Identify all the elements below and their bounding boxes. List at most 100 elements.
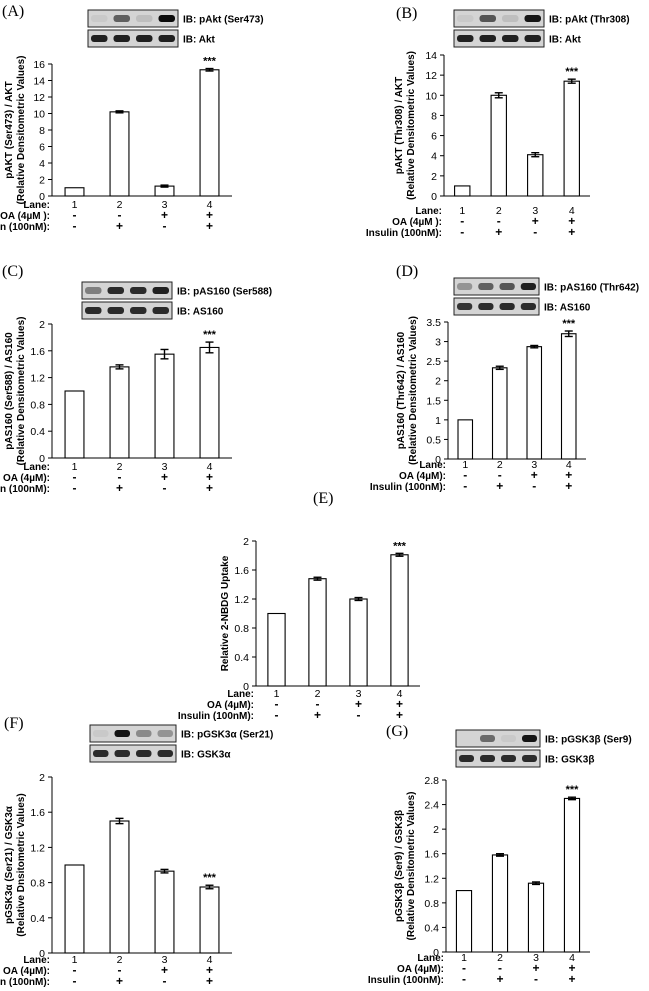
lane-number: 1 bbox=[72, 461, 78, 473]
treatment-sign: - bbox=[532, 479, 536, 493]
treatment-sign: + bbox=[116, 481, 123, 495]
blot-band bbox=[157, 750, 173, 757]
blot-band bbox=[499, 303, 515, 310]
bar bbox=[109, 366, 130, 459]
y-tick-label: 0.8 bbox=[234, 623, 249, 635]
bar bbox=[490, 94, 507, 197]
lane-number: 1 bbox=[459, 205, 465, 217]
lane-number: 1 bbox=[72, 199, 78, 211]
significance-marker: *** bbox=[393, 540, 407, 552]
blot-band bbox=[457, 303, 473, 310]
bar bbox=[349, 598, 368, 687]
y-tick-label: 3.5 bbox=[426, 317, 441, 329]
error-bar bbox=[115, 817, 124, 825]
treatment-sign: - bbox=[73, 219, 77, 233]
condition-row-label: Insulin (100nM): bbox=[0, 977, 50, 988]
treatment-sign: + bbox=[496, 972, 503, 986]
error-bar bbox=[160, 184, 169, 188]
condition-row-label: OA (4µM): bbox=[397, 964, 444, 975]
y-tick-label: 0.8 bbox=[424, 898, 439, 910]
blot-label: IB: GSK3α bbox=[181, 750, 231, 761]
error-bar bbox=[567, 78, 576, 84]
treatment-sign: + bbox=[532, 961, 539, 975]
blot-band bbox=[113, 35, 130, 42]
error-bar bbox=[564, 330, 573, 338]
blot-label: IB: pAS160 (Thr642) bbox=[544, 283, 639, 294]
y-tick-label: 0 bbox=[243, 681, 249, 693]
chart-panel-1: (B) IB: pAkt (Thr308)IB: Akt02468101214pA… bbox=[366, 5, 630, 239]
error-bar bbox=[494, 92, 503, 99]
blot-band bbox=[136, 35, 153, 42]
treatment-sign: + bbox=[161, 470, 168, 484]
condition-row-label: OA (4µM): bbox=[3, 966, 50, 977]
error-bar bbox=[115, 110, 124, 114]
western-blot-strip: IB: pGSK3α (Ser21) bbox=[89, 724, 273, 743]
error-bar bbox=[530, 344, 539, 349]
bar bbox=[154, 870, 175, 954]
blot-band bbox=[520, 283, 536, 290]
y-tick-label: 14 bbox=[33, 76, 45, 88]
y-tick-label: 1.2 bbox=[424, 873, 439, 885]
y-tick-label: 1.2 bbox=[234, 594, 249, 606]
blot-band bbox=[501, 755, 516, 762]
blot-label: IB: pAkt (Ser473) bbox=[183, 15, 264, 26]
y-tick-label: 4 bbox=[431, 151, 437, 163]
significance-marker: *** bbox=[203, 872, 217, 884]
error-bar bbox=[496, 853, 504, 857]
condition-row-label: Lane: bbox=[23, 955, 50, 966]
significance-marker: *** bbox=[203, 329, 217, 341]
blot-band bbox=[478, 303, 494, 310]
treatment-sign: - bbox=[460, 214, 464, 228]
bar bbox=[64, 864, 85, 954]
lane-number: 1 bbox=[462, 459, 468, 471]
y-axis-label: pGSK3β (Ser9) / GSK3β(Relative Densitome… bbox=[394, 792, 417, 941]
lane-number: 3 bbox=[531, 459, 537, 471]
y-tick-label: 0.4 bbox=[424, 922, 439, 934]
lane-number: 3 bbox=[162, 199, 168, 211]
lane-number: 3 bbox=[162, 954, 168, 966]
lane-number: 3 bbox=[356, 688, 362, 700]
condition-row-label: Insulin (100nM): bbox=[0, 484, 50, 495]
condition-row-label: Insulin (100nM): bbox=[370, 482, 446, 493]
treatment-sign: - bbox=[357, 708, 361, 722]
bar bbox=[154, 353, 175, 459]
blot-band bbox=[524, 15, 541, 22]
western-blot-strip: IB: GSK3β bbox=[455, 749, 594, 768]
y-axis-label-line: (Relative Densitometric Values) bbox=[406, 51, 417, 200]
treatment-sign: - bbox=[463, 468, 467, 482]
y-tick-label: 0.4 bbox=[30, 426, 45, 438]
blot-band bbox=[136, 730, 152, 737]
y-tick-label: 1.2 bbox=[30, 842, 45, 854]
y-axis-label-line: Relative 2-NBDG Uptake bbox=[220, 555, 231, 671]
blot-band bbox=[158, 35, 175, 42]
lane-number: 2 bbox=[315, 688, 321, 700]
y-tick-label: 1.5 bbox=[426, 395, 441, 407]
bar bbox=[563, 80, 580, 197]
western-blot-strip: IB: pAkt (Thr308) bbox=[453, 9, 630, 28]
lane-number: 4 bbox=[569, 952, 575, 964]
blot-band bbox=[114, 750, 130, 757]
treatment-sign: - bbox=[118, 470, 122, 484]
treatment-sign: + bbox=[206, 963, 213, 977]
error-bar bbox=[313, 576, 322, 581]
y-axis-label-line: pGSK3α (Ser21) / GSK3α bbox=[4, 805, 15, 924]
bar bbox=[560, 333, 577, 460]
chart-panel-2: (C) IB: pAS160 (Ser588) IB: AS160 0 0.4 0.8 1.… bbox=[0, 263, 272, 495]
condition-row-label: Lane: bbox=[227, 689, 254, 700]
treatment-sign: + bbox=[532, 214, 539, 228]
lane-number: 2 bbox=[117, 199, 123, 211]
lane-number: 3 bbox=[533, 952, 539, 964]
y-tick-label: 2 bbox=[433, 824, 439, 836]
significance-marker: *** bbox=[562, 318, 576, 330]
y-axis-label-line: pAS160 (Thr642) / AS160 bbox=[396, 331, 407, 449]
blot-band bbox=[479, 35, 496, 42]
treatment-sign: + bbox=[206, 974, 213, 988]
y-axis-label-line: (Relative Densitometric Values) bbox=[16, 317, 27, 466]
treatment-sign: + bbox=[206, 481, 213, 495]
treatment-sign: - bbox=[163, 219, 167, 233]
blot-band bbox=[157, 730, 173, 737]
blot-band bbox=[499, 283, 515, 290]
y-axis-label-line: pAKT (Ser473) / AKT bbox=[4, 81, 15, 178]
treatment-sign: + bbox=[206, 470, 213, 484]
western-blot-strip: IB: AS160 bbox=[81, 301, 224, 320]
